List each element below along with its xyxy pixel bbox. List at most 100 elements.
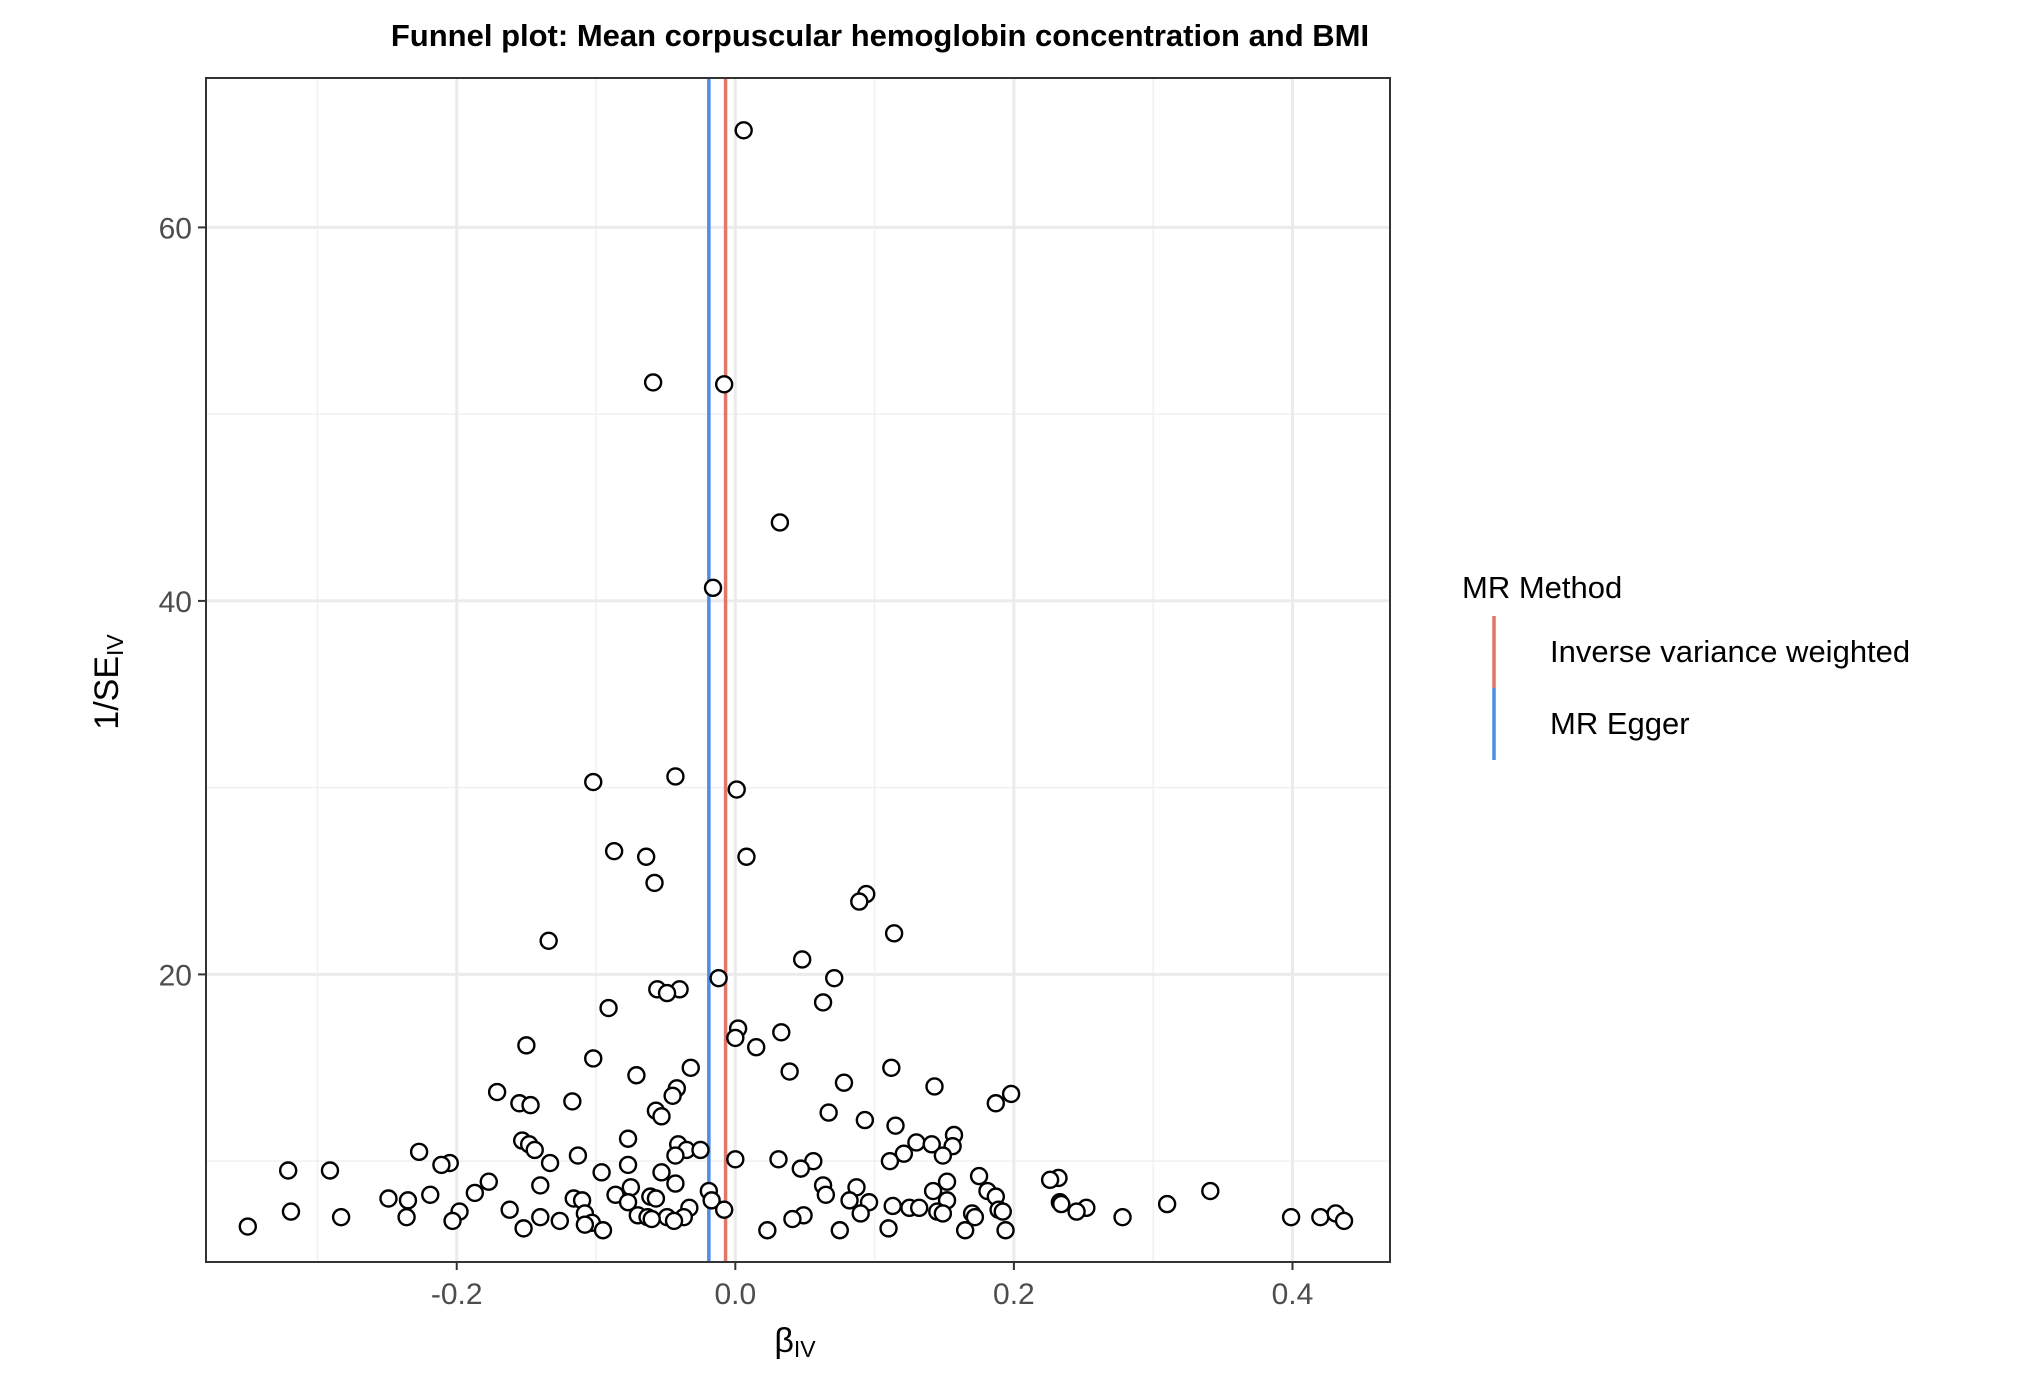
data-point: [1201, 1181, 1220, 1201]
data-point: [636, 847, 656, 866]
data-point: [657, 983, 677, 1003]
data-point: [1334, 1211, 1354, 1231]
grid-minor: [206, 78, 1390, 1262]
data-point: [737, 847, 756, 866]
x-tick-label: -0.2: [431, 1278, 483, 1311]
data-point: [575, 1215, 595, 1234]
data-point: [531, 1176, 550, 1195]
data-point: [703, 578, 723, 598]
x-tick-label: 0.2: [993, 1278, 1035, 1311]
data-point: [379, 1189, 398, 1208]
data-point: [702, 1191, 721, 1210]
data-point: [1113, 1207, 1132, 1227]
data-point: [834, 1073, 854, 1092]
data-point: [646, 1189, 666, 1208]
data-point: [726, 1150, 745, 1169]
data-point: [1040, 1170, 1060, 1190]
data-point: [517, 1036, 536, 1055]
data-point: [627, 1066, 646, 1085]
grid-major: [206, 78, 1390, 1262]
data-point: [880, 1151, 900, 1171]
legend: MR Method Inverse variance weighted MR Eg…: [1462, 570, 1910, 760]
data-point: [783, 1209, 802, 1229]
data-point: [331, 1207, 351, 1227]
data-point: [933, 1204, 953, 1223]
data-point: [850, 892, 869, 911]
data-point: [487, 1082, 507, 1102]
data-point: [714, 375, 734, 394]
data-point: [993, 1202, 1012, 1221]
data-point: [879, 1219, 898, 1238]
data-point: [666, 767, 685, 786]
data-point: [663, 1086, 682, 1105]
data-point: [1001, 1084, 1021, 1104]
plot-panel: [205, 77, 1391, 1263]
data-point: [666, 1174, 685, 1193]
y-axis: 20 40 60: [159, 212, 206, 992]
data-point: [969, 1166, 989, 1186]
data-point: [539, 931, 558, 950]
data-point: [747, 1038, 766, 1057]
data-point: [923, 1181, 943, 1201]
data-point: [443, 1211, 462, 1231]
y-tick-label: 60: [159, 212, 192, 245]
data-point: [514, 1219, 533, 1238]
legend-title: MR Method: [1462, 570, 1622, 605]
data-point: [642, 1209, 661, 1229]
data-point: [278, 1161, 298, 1180]
legend-entries: Inverse variance weighted MR Egger: [1492, 616, 1910, 760]
data-point: [479, 1172, 498, 1191]
x-axis-title: βIV: [774, 1322, 816, 1362]
data-point: [568, 1146, 588, 1165]
data-point: [1052, 1194, 1071, 1214]
data-point: [238, 1217, 257, 1236]
data-point: [922, 1135, 941, 1154]
y-axis-title: 1/SEIV: [88, 634, 128, 730]
data-point: [909, 1198, 929, 1218]
data-point: [1281, 1207, 1301, 1227]
legend-label: Inverse variance weighted: [1550, 634, 1910, 669]
data-point: [421, 1185, 440, 1204]
data-point: [714, 1200, 734, 1219]
data-point: [531, 1207, 550, 1227]
method-lines: [707, 78, 728, 1262]
data-point: [965, 1207, 985, 1227]
x-axis: -0.2 0.0 0.2 0.4: [431, 1262, 1313, 1311]
data-point: [525, 1140, 544, 1160]
y-tick-label: 40: [159, 586, 192, 619]
data-point: [780, 1062, 799, 1081]
data-point: [618, 1155, 638, 1175]
data-point: [734, 121, 753, 140]
data-point: [281, 1202, 301, 1221]
data-point: [652, 1107, 671, 1126]
data-point: [986, 1094, 1005, 1113]
data-point: [955, 1221, 975, 1240]
data-point: [681, 1058, 700, 1077]
data-point: [398, 1191, 418, 1210]
chart-title: Funnel plot: Mean corpuscular hemoglobin…: [391, 18, 1369, 53]
data-point: [397, 1207, 416, 1227]
data-point: [883, 1196, 902, 1216]
data-point: [996, 1221, 1015, 1240]
data-point: [540, 1153, 560, 1173]
data-point: [1157, 1194, 1177, 1214]
data-point: [584, 1049, 603, 1068]
data-point: [933, 1146, 953, 1165]
data-point: [618, 1193, 638, 1212]
data-point: [819, 1103, 838, 1122]
data-point: [882, 1058, 901, 1077]
y-axis-title-main: 1/SE: [88, 656, 126, 730]
data-point: [937, 1172, 957, 1191]
data-point: [592, 1163, 611, 1182]
data-point: [830, 1221, 849, 1240]
data-point: [855, 1110, 875, 1130]
data-point: [709, 968, 728, 988]
y-tick-label: 20: [159, 959, 192, 992]
data-point: [791, 1159, 810, 1178]
x-tick-label: 0.0: [714, 1278, 756, 1311]
x-axis-title-main: β: [774, 1322, 794, 1360]
data-point: [643, 373, 663, 392]
data-point: [792, 950, 812, 969]
data-point: [772, 1023, 791, 1042]
